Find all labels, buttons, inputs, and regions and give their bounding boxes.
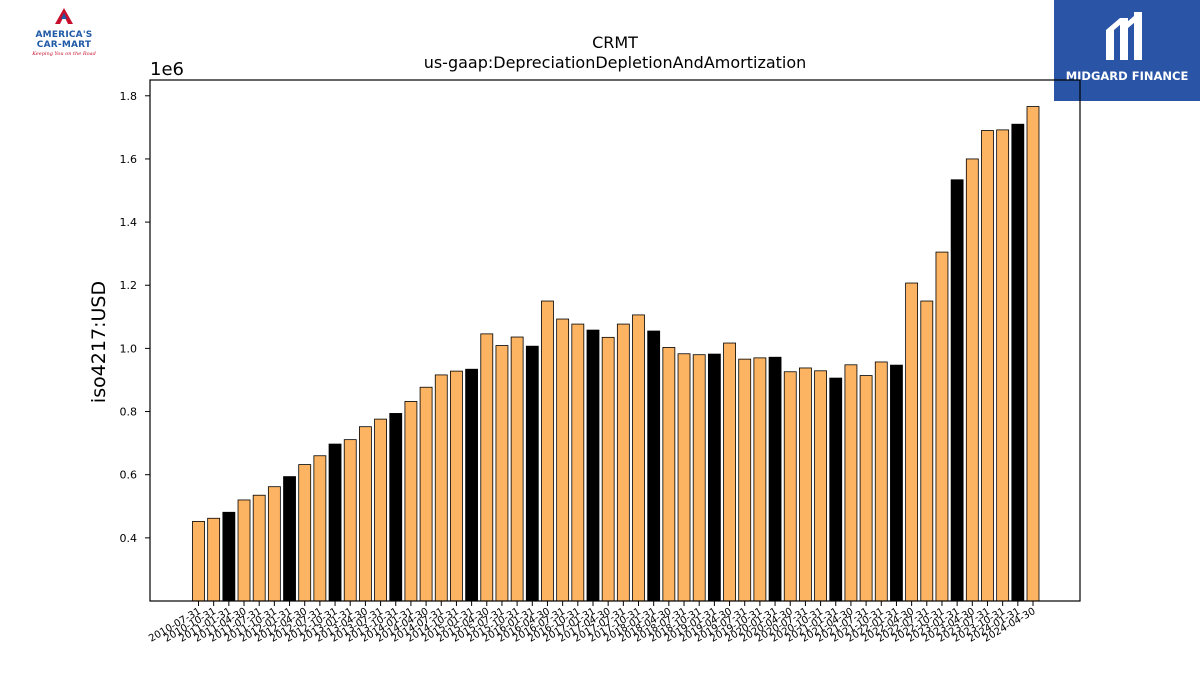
bar-2021-10-31 <box>874 361 888 602</box>
midgard-finance-wordmark: MIDGARD FINANCE <box>1065 69 1189 83</box>
y-axis-multiplier: 1e6 <box>150 59 184 80</box>
americas-car-mart-logo: AMERICA'S CAR-MART Keeping You on the Ro… <box>24 6 104 58</box>
bar-2023-10-31 <box>996 129 1010 602</box>
bar-2013-01-31 <box>343 439 357 602</box>
bar-2019-07-31 <box>738 358 752 602</box>
plot-frame <box>149 79 1081 602</box>
bar-2011-10-31 <box>267 486 281 602</box>
bar-2011-07-31 <box>252 494 266 602</box>
bar-2024-01-31 <box>1011 123 1025 602</box>
bar-2010-10-31 <box>207 517 221 602</box>
y-tick-label: 0.8 <box>120 406 138 419</box>
bar-2012-01-31 <box>283 476 296 602</box>
bar-2015-10-31 <box>510 336 524 602</box>
bar-2022-10-31 <box>935 251 949 602</box>
bar-2013-07-31 <box>374 418 387 602</box>
bar-2011-04-30 <box>237 499 251 602</box>
bar-2024-04-30 <box>1026 106 1040 602</box>
y-tick-label: 1.2 <box>120 279 138 292</box>
bar-2023-04-30 <box>965 158 979 602</box>
bar-2015-01-31 <box>465 368 479 602</box>
bar-2022-04-30 <box>905 282 919 602</box>
bar-2020-04-30 <box>783 371 797 602</box>
midgard-finance-logo: MIDGARD FINANCE <box>1054 0 1200 101</box>
bar-2016-04-30 <box>541 300 554 602</box>
bar-2017-10-31 <box>632 314 645 602</box>
bar-2018-01-31 <box>647 330 661 602</box>
y-ticks-group: 0.4 0.6 0.8 1.0 1.2 1.4 1.6 1.8 <box>120 90 150 545</box>
bar-2014-04-30 <box>419 386 433 602</box>
car-mart-logo-line1: AMERICA'S <box>35 30 93 40</box>
bar-2014-07-31 <box>434 374 448 602</box>
bar-2018-07-31 <box>677 353 691 602</box>
y-tick-label: 1.4 <box>120 216 138 229</box>
x-ticks-group: 2010-07-312010-10-312011-01-312011-04-30… <box>147 601 1038 645</box>
bar-2020-10-31 <box>814 370 827 602</box>
car-mart-a-icon <box>55 8 73 24</box>
bar-2020-01-31 <box>768 356 782 602</box>
car-mart-logo-line2: CAR-MART <box>36 40 92 50</box>
bar-2018-10-31 <box>692 354 706 602</box>
bar-2022-01-31 <box>890 364 903 602</box>
bar-2011-01-31 <box>222 511 236 602</box>
y-tick-label: 0.6 <box>120 469 138 482</box>
bar-2022-07-31 <box>920 300 934 602</box>
bar-2017-01-31 <box>586 329 600 602</box>
bar-2019-01-31 <box>707 353 721 602</box>
bar-2013-10-31 <box>389 413 403 602</box>
y-tick-label: 1.8 <box>120 90 138 103</box>
bar-2012-10-31 <box>328 443 342 602</box>
car-mart-tagline: Keeping You on the Road <box>32 51 96 57</box>
y-axis-label: iso4217:USD <box>88 281 110 403</box>
bar-2021-04-30 <box>844 364 858 602</box>
bar-2018-04-30 <box>662 347 676 602</box>
chart-subtitle: us-gaap:DepreciationDepletionAndAmortiza… <box>424 53 807 72</box>
bar-2021-01-31 <box>829 377 843 602</box>
y-tick-label: 1.6 <box>120 153 138 166</box>
chart-title: CRMT <box>592 33 638 52</box>
bar-2016-07-31 <box>556 318 570 602</box>
bar-2017-04-30 <box>601 336 615 602</box>
bar-2023-07-31 <box>981 130 994 602</box>
bar-2013-04-30 <box>358 426 372 602</box>
bar-2010-07-31 <box>192 521 205 602</box>
bar-2019-10-31 <box>753 357 767 602</box>
bar-2015-07-31 <box>495 345 509 602</box>
bar-2012-04-30 <box>298 464 312 602</box>
bar-2014-10-31 <box>450 370 463 602</box>
bar-2015-04-30 <box>480 333 494 602</box>
bar-2019-04-30 <box>723 342 736 602</box>
midgard-m-icon <box>1106 12 1142 60</box>
bar-2017-07-31 <box>616 323 630 602</box>
bar-2014-01-31 <box>404 401 418 602</box>
bar-2016-01-31 <box>525 345 539 602</box>
y-tick-label: 1.0 <box>120 342 138 355</box>
bar-2023-01-31 <box>950 179 964 602</box>
bar-2021-07-31 <box>859 375 873 602</box>
bar-2012-07-31 <box>313 455 327 602</box>
bar-2020-07-31 <box>799 367 812 602</box>
bar-2016-10-31 <box>571 323 585 602</box>
bars-group <box>192 106 1040 602</box>
y-tick-label: 0.4 <box>120 532 138 545</box>
